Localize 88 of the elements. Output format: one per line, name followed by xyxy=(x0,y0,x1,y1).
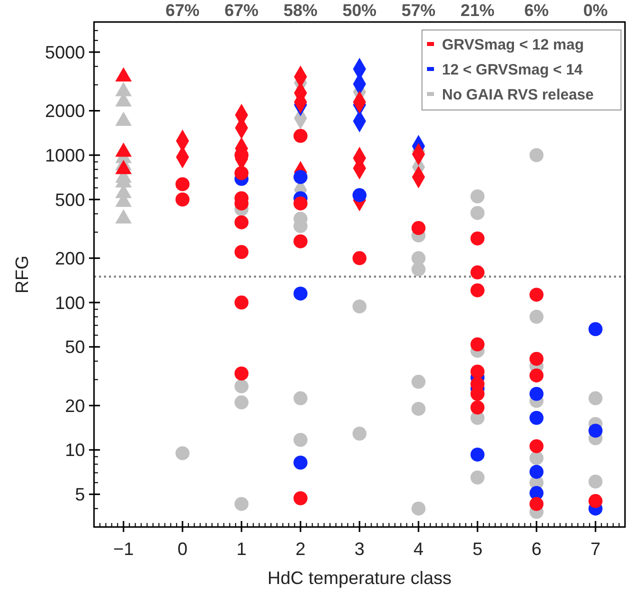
y-axis-title: RFG xyxy=(12,256,32,294)
point xyxy=(294,234,308,248)
x-tick-label: 3 xyxy=(354,539,365,559)
point xyxy=(412,502,426,516)
point xyxy=(234,245,248,260)
point xyxy=(176,446,190,460)
point xyxy=(412,374,426,389)
point xyxy=(294,170,308,184)
y-tick-label: 5000 xyxy=(44,42,85,62)
point xyxy=(352,299,366,314)
point xyxy=(530,464,544,479)
point xyxy=(234,166,248,180)
text: 58% xyxy=(283,1,318,20)
point xyxy=(470,337,484,352)
point xyxy=(470,364,484,379)
x-tick-label: 5 xyxy=(472,539,483,559)
point xyxy=(530,368,544,382)
point xyxy=(294,391,308,406)
point xyxy=(234,296,248,310)
point xyxy=(352,188,366,202)
point xyxy=(470,231,484,246)
point xyxy=(470,265,484,280)
x-axis-title: HdC temperature class xyxy=(267,568,452,588)
point xyxy=(412,221,426,236)
x-tick-label: 2 xyxy=(295,539,306,559)
point xyxy=(530,310,544,324)
point xyxy=(470,189,484,204)
legend-label: 12 < GRVSmag < 14 xyxy=(442,61,584,78)
x-tick-label: 7 xyxy=(590,539,601,559)
point xyxy=(412,262,426,276)
point xyxy=(530,386,544,401)
y-tick-label: 1000 xyxy=(44,145,85,166)
point xyxy=(352,426,366,441)
y-tick-label: 5 xyxy=(74,484,85,505)
y-tick-label: 100 xyxy=(54,292,85,313)
point xyxy=(294,491,308,506)
text: 67% xyxy=(165,1,200,20)
point xyxy=(530,439,544,454)
y-tick-label: 10 xyxy=(64,440,85,460)
point xyxy=(294,432,308,447)
point xyxy=(294,286,308,301)
point xyxy=(470,283,484,298)
x-tick-label: 4 xyxy=(413,539,424,559)
point xyxy=(176,177,190,192)
point xyxy=(234,379,248,394)
text: 0% xyxy=(583,1,608,20)
point xyxy=(588,391,602,406)
y-tick-label: 2000 xyxy=(44,101,85,122)
text: 21% xyxy=(460,1,495,20)
point xyxy=(234,366,248,380)
text: 57% xyxy=(401,1,436,20)
y-tick-label: 50 xyxy=(64,337,85,358)
y-tick-label: 500 xyxy=(54,190,85,210)
point xyxy=(588,474,602,489)
point xyxy=(234,215,248,230)
text: 67% xyxy=(224,1,259,20)
point xyxy=(530,148,544,162)
point xyxy=(588,494,602,508)
point xyxy=(588,424,602,438)
point xyxy=(412,402,426,416)
point xyxy=(588,322,602,336)
text: 50% xyxy=(342,1,377,20)
point xyxy=(470,470,484,484)
point xyxy=(470,400,484,414)
point xyxy=(530,410,544,425)
point xyxy=(470,448,484,462)
point xyxy=(176,192,190,206)
point xyxy=(294,128,308,143)
x-tick-label: −1 xyxy=(113,539,134,559)
x-tick-label: 0 xyxy=(177,539,188,559)
point xyxy=(530,352,544,366)
point xyxy=(530,451,544,466)
point xyxy=(412,251,426,266)
y-tick-label: 20 xyxy=(64,396,85,416)
point xyxy=(294,196,308,210)
point xyxy=(234,496,248,511)
point xyxy=(294,456,308,470)
point xyxy=(530,496,544,511)
y-tick-label: 200 xyxy=(54,248,85,268)
point xyxy=(352,251,366,266)
legend-label: No GAIA RVS release xyxy=(442,86,594,104)
point xyxy=(234,395,248,410)
point xyxy=(530,288,544,302)
legend-label: GRVSmag < 12 mag xyxy=(442,36,584,54)
x-tick-label: 1 xyxy=(236,539,247,559)
point xyxy=(470,206,484,220)
x-tick-label: 6 xyxy=(531,539,542,559)
text: 6% xyxy=(524,1,549,20)
